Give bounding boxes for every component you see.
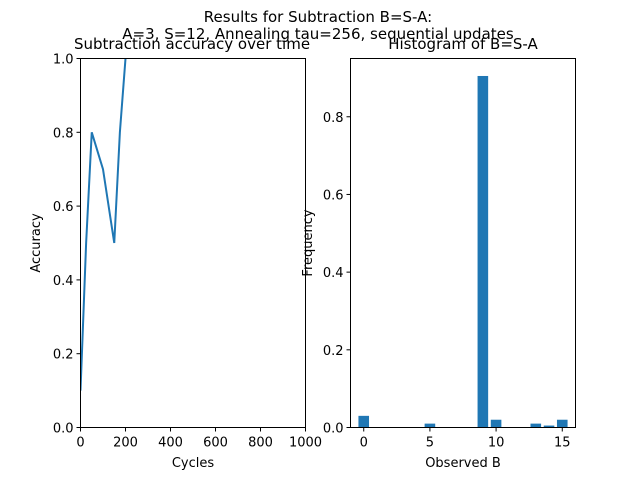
right-chart-x-ticks: 0 5 10 15: [360, 427, 571, 451]
histogram-bar: [358, 415, 370, 428]
right-chart-y-tick-label: 0.8: [323, 111, 344, 126]
right-chart-y-tick-label: 0.0: [323, 422, 344, 437]
left-chart-marks: [80, 58, 127, 391]
left-chart-y-ticks: 0.0 0.2 0.4 0.6 0.8 1.0: [53, 53, 81, 437]
left-chart-title: Subtraction accuracy over time: [74, 35, 310, 53]
left-chart-x-tick-label: 1000: [289, 436, 322, 451]
figure-suptitle-line2: A=3, S=12, Annealing tau=256, sequential…: [122, 25, 514, 43]
figure-suptitle-line1: Results for Subtraction B=S-A:: [204, 8, 432, 26]
left-chart-x-axis-label: Cycles: [172, 456, 215, 471]
accuracy-series-line: [80, 58, 127, 391]
left-chart-x-tick-label: 200: [113, 436, 138, 451]
left-chart-y-axis-label: Accuracy: [29, 213, 44, 273]
accuracy-line-chart: Subtraction accuracy over time 0 200 400 60…: [29, 35, 322, 471]
right-chart-frame: [350, 58, 576, 428]
left-chart-y-tick-label: 0.2: [53, 348, 74, 363]
histogram-bar: [424, 423, 436, 428]
right-chart-y-tick-label: 0.2: [323, 344, 344, 359]
histogram-bar: [530, 423, 542, 428]
right-chart-x-tick-label: 10: [488, 436, 505, 451]
histogram-bar: [556, 419, 568, 428]
left-chart-x-tick-label: 0: [76, 436, 84, 451]
right-chart-y-tick-label: 0.4: [323, 266, 344, 281]
right-chart-title: Histogram of B=S-A: [388, 35, 538, 53]
left-chart-x-tick-label: 600: [203, 436, 228, 451]
histogram-bar-chart: Histogram of B=S-A 0 5 10 15 0.00.20.40.60.…: [301, 35, 576, 471]
left-chart-y-tick-label: 0.6: [53, 200, 74, 215]
left-chart-y-tick-label: 0.0: [53, 422, 74, 437]
left-chart-x-ticks: 0 200 400 600 800 1000: [76, 427, 322, 451]
left-chart-y-tick-label: 0.4: [53, 274, 74, 289]
left-chart-y-tick-label: 0.8: [53, 126, 74, 141]
left-chart-y-tick-label: 1.0: [53, 53, 74, 68]
right-chart-x-axis-label: Observed B: [425, 456, 501, 471]
histogram-bar: [490, 419, 502, 428]
right-chart-y-tick-label: 0.6: [323, 188, 344, 203]
left-chart-x-tick-label: 400: [158, 436, 183, 451]
right-chart-x-tick-label: 5: [426, 436, 434, 451]
right-chart-y-axis-label: Frequency: [301, 209, 316, 276]
left-chart-x-tick-label: 800: [248, 436, 273, 451]
histogram-bar: [477, 75, 489, 428]
right-chart-y-ticks: 0.0 0.2 0.4 0.6 0.8: [323, 111, 351, 437]
left-chart-frame: [80, 58, 306, 428]
right-chart-marks: [358, 75, 568, 428]
right-chart-x-tick-label: 0: [360, 436, 368, 451]
histogram-bar: [543, 425, 555, 428]
right-chart-x-tick-label: 15: [554, 436, 571, 451]
